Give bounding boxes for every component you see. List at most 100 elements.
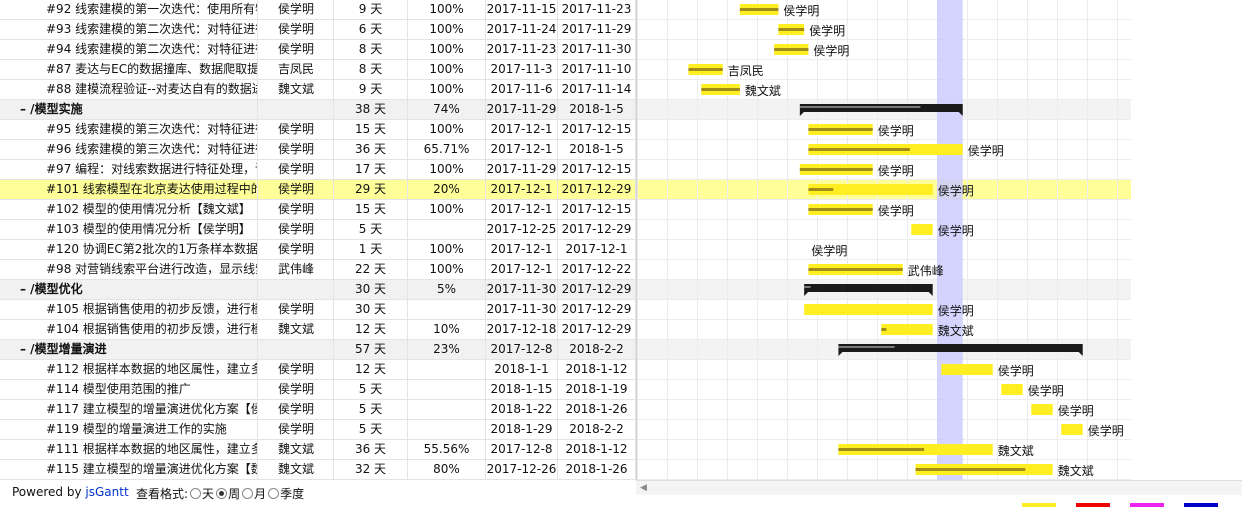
task-row[interactable]: #102 模型的使用情况分析【魏文斌】 侯学明 15 天 100% 2017-12-1 2… xyxy=(0,200,636,220)
task-row[interactable]: #119 模型的增量演进工作的实施 侯学明 5 天 2018-1-29 2018-2-2 xyxy=(0,420,636,440)
task-row[interactable]: #88 建模流程验证--对麦达自有的数据进行建模魏文斌9 天100%2017-1… xyxy=(0,80,636,100)
start-date-cell: 2018-1-22 xyxy=(486,400,558,419)
end-date-cell: 2017-12-29 xyxy=(558,220,636,239)
summary-progress xyxy=(804,286,811,288)
task-name: #119 模型的增量演进工作的实施 xyxy=(0,420,258,439)
powered-by-label: Powered by xyxy=(12,485,82,499)
task-name: #104 根据销售使用的初步反馈，进行模型优化 xyxy=(0,320,258,339)
end-date-cell: 2017-12-15 xyxy=(558,160,636,179)
duration-cell: 12 天 xyxy=(334,360,408,379)
task-progress xyxy=(915,468,1026,471)
task-name: #95 线索建模的第三次迭代：对特征进行筛选 xyxy=(0,120,258,139)
task-row[interactable]: #101 线索模型在北京麦达使用过程中的反馈侯学明29 天20%2017-12-… xyxy=(0,180,636,200)
end-date-cell: 2017-12-22 xyxy=(558,260,636,279)
duration-cell: 12 天 xyxy=(334,320,408,339)
format-radio-1[interactable] xyxy=(216,488,228,499)
task-row[interactable]: #93 线索建模的第二次迭代：对特征进行筛选侯学明6 天100%2017-11-… xyxy=(0,20,636,40)
legend-swatch xyxy=(1076,503,1110,507)
task-row[interactable]: #97 编程：对线索数据进行特征处理，训练模型侯学明17 天100%2017-1… xyxy=(0,160,636,180)
task-bar xyxy=(1031,404,1053,415)
complete-cell: 5% xyxy=(408,280,486,299)
group-row[interactable]: – /模型优化 30 天 5% 2017-11-30 2017-12-29 xyxy=(0,280,636,300)
resource-cell xyxy=(258,340,334,359)
task-name: – /模型增量演进 xyxy=(0,340,258,359)
complete-cell: 100% xyxy=(408,40,486,59)
legend-swatch xyxy=(1184,503,1218,507)
resource-cell: 侯学明 xyxy=(258,360,334,379)
group-row[interactable]: – /模型实施 38 天 74% 2017-11-29 2018-1-5 xyxy=(0,100,636,120)
complete-cell: 80% xyxy=(408,460,486,479)
task-row[interactable]: #112 根据样本数据的地区属性，建立多模型侯学明12 天 2018-1-1201… xyxy=(0,360,636,380)
duration-cell: 5 天 xyxy=(334,400,408,419)
start-date-cell: 2017-12-1 xyxy=(486,260,558,279)
end-date-cell: 2018-2-2 xyxy=(558,340,636,359)
task-row[interactable]: #104 根据销售使用的初步反馈，进行模型优化魏文斌12 天10%2017-12… xyxy=(0,320,636,340)
complete-cell: 100% xyxy=(408,0,486,19)
resource-cell: 侯学明 xyxy=(258,300,334,319)
task-row[interactable]: #92 线索建模的第一次迭代：使用所有特征 侯学明 9 天 100% 2017-11-1… xyxy=(0,0,636,20)
task-bar xyxy=(1001,384,1023,395)
task-row[interactable]: #94 线索建模的第二次迭代：对特征进行筛选侯学明8 天100%2017-11-… xyxy=(0,40,636,60)
start-date-cell: 2017-11-29 xyxy=(486,160,558,179)
duration-cell: 5 天 xyxy=(334,380,408,399)
collapse-toggle-icon[interactable]: – / xyxy=(20,102,35,116)
end-date-cell: 2018-1-5 xyxy=(558,140,636,159)
bar-resource-label: 侯学明 xyxy=(878,203,914,218)
start-date-cell: 2017-12-1 xyxy=(486,120,558,139)
task-row[interactable]: #103 模型的使用情况分析【侯学明】 侯学明 5 天 2017-12-25 2017-… xyxy=(0,220,636,240)
end-date-cell: 2017-11-10 xyxy=(558,60,636,79)
collapse-toggle-icon[interactable]: – / xyxy=(20,282,35,296)
resource-cell: 侯学明 xyxy=(258,180,334,199)
collapse-toggle-icon[interactable]: – / xyxy=(20,342,35,356)
task-name: #105 根据销售使用的初步反馈，进行模型优化 xyxy=(0,300,258,319)
start-date-cell: 2017-12-1 xyxy=(486,240,558,259)
task-name: #88 建模流程验证--对麦达自有的数据进行建模 xyxy=(0,80,258,99)
task-progress xyxy=(808,208,873,211)
task-name: #103 模型的使用情况分析【侯学明】 xyxy=(0,220,258,239)
complete-cell: 100% xyxy=(408,160,486,179)
task-row[interactable]: #120 协调EC第2批次的1万条样本数据 侯学明 1 天 100% 2017-12-1… xyxy=(0,240,636,260)
horizontal-scrollbar[interactable]: ◀ xyxy=(636,480,1242,495)
task-progress xyxy=(739,8,779,11)
format-radio-3[interactable] xyxy=(268,488,280,499)
resource-cell: 魏文斌 xyxy=(258,460,334,479)
scroll-left-icon[interactable]: ◀ xyxy=(640,483,647,493)
start-date-cell: 2017-12-8 xyxy=(486,340,558,359)
task-name: #111 根据样本数据的地区属性，建立多模型 xyxy=(0,440,258,459)
legend-swatch xyxy=(1022,503,1056,507)
end-date-cell: 2017-11-30 xyxy=(558,40,636,59)
group-row[interactable]: – /模型增量演进 57 天 23% 2017-12-8 2018-2-2 xyxy=(0,340,636,360)
task-row[interactable]: #98 对营销线索平台进行改造，显示线索评分武伟峰22 天100%2017-12… xyxy=(0,260,636,280)
task-row[interactable]: #87 麦达与EC的数据撞库、数据爬取提取 吉凤民 8 天 100% 2017-11-3… xyxy=(0,60,636,80)
task-grid: #92 线索建模的第一次迭代：使用所有特征 侯学明 9 天 100% 2017-11-1… xyxy=(0,0,636,480)
task-row[interactable]: #114 模型使用范围的推广 侯学明 5 天 2018-1-15 2018-1-19 xyxy=(0,380,636,400)
duration-cell: 9 天 xyxy=(334,80,408,99)
task-row[interactable]: #95 线索建模的第三次迭代：对特征进行筛选侯学明15 天100%2017-12… xyxy=(0,120,636,140)
task-row[interactable]: #96 线索建模的第三次迭代：对特征进行筛选侯学明36 天65.71%2017-… xyxy=(0,140,636,160)
group-name: 模型增量演进 xyxy=(34,342,107,356)
start-date-cell: 2017-11-3 xyxy=(486,60,558,79)
complete-cell: 55.56% xyxy=(408,440,486,459)
duration-cell: 32 天 xyxy=(334,460,408,479)
task-name: #115 建立模型的增量演进优化方案【魏文斌】 xyxy=(0,460,258,479)
bar-resource-label: 侯学明 xyxy=(1028,383,1064,398)
jsgantt-link[interactable]: jsGantt xyxy=(85,485,129,499)
task-row[interactable]: #105 根据销售使用的初步反馈，进行模型优化侯学明30 天 2017-11-30… xyxy=(0,300,636,320)
bar-resource-label: 吉凤民 xyxy=(728,64,764,78)
format-option-label: 周 xyxy=(228,487,241,501)
task-progress xyxy=(688,68,723,71)
task-row[interactable]: #111 根据样本数据的地区属性，建立多模型魏文斌36 天55.56%2017-… xyxy=(0,440,636,460)
end-date-cell: 2017-12-15 xyxy=(558,120,636,139)
complete-cell: 100% xyxy=(408,120,486,139)
end-date-cell: 2017-12-29 xyxy=(558,300,636,319)
format-radio-0[interactable] xyxy=(190,488,202,499)
task-bar xyxy=(1061,424,1083,435)
start-date-cell: 2017-12-18 xyxy=(486,320,558,339)
bar-resource-label: 侯学明 xyxy=(998,363,1034,378)
bar-resource-label: 魏文斌 xyxy=(998,443,1034,458)
end-date-cell: 2017-12-29 xyxy=(558,180,636,199)
end-date-cell: 2017-11-23 xyxy=(558,0,636,19)
format-radio-2[interactable] xyxy=(242,488,254,499)
